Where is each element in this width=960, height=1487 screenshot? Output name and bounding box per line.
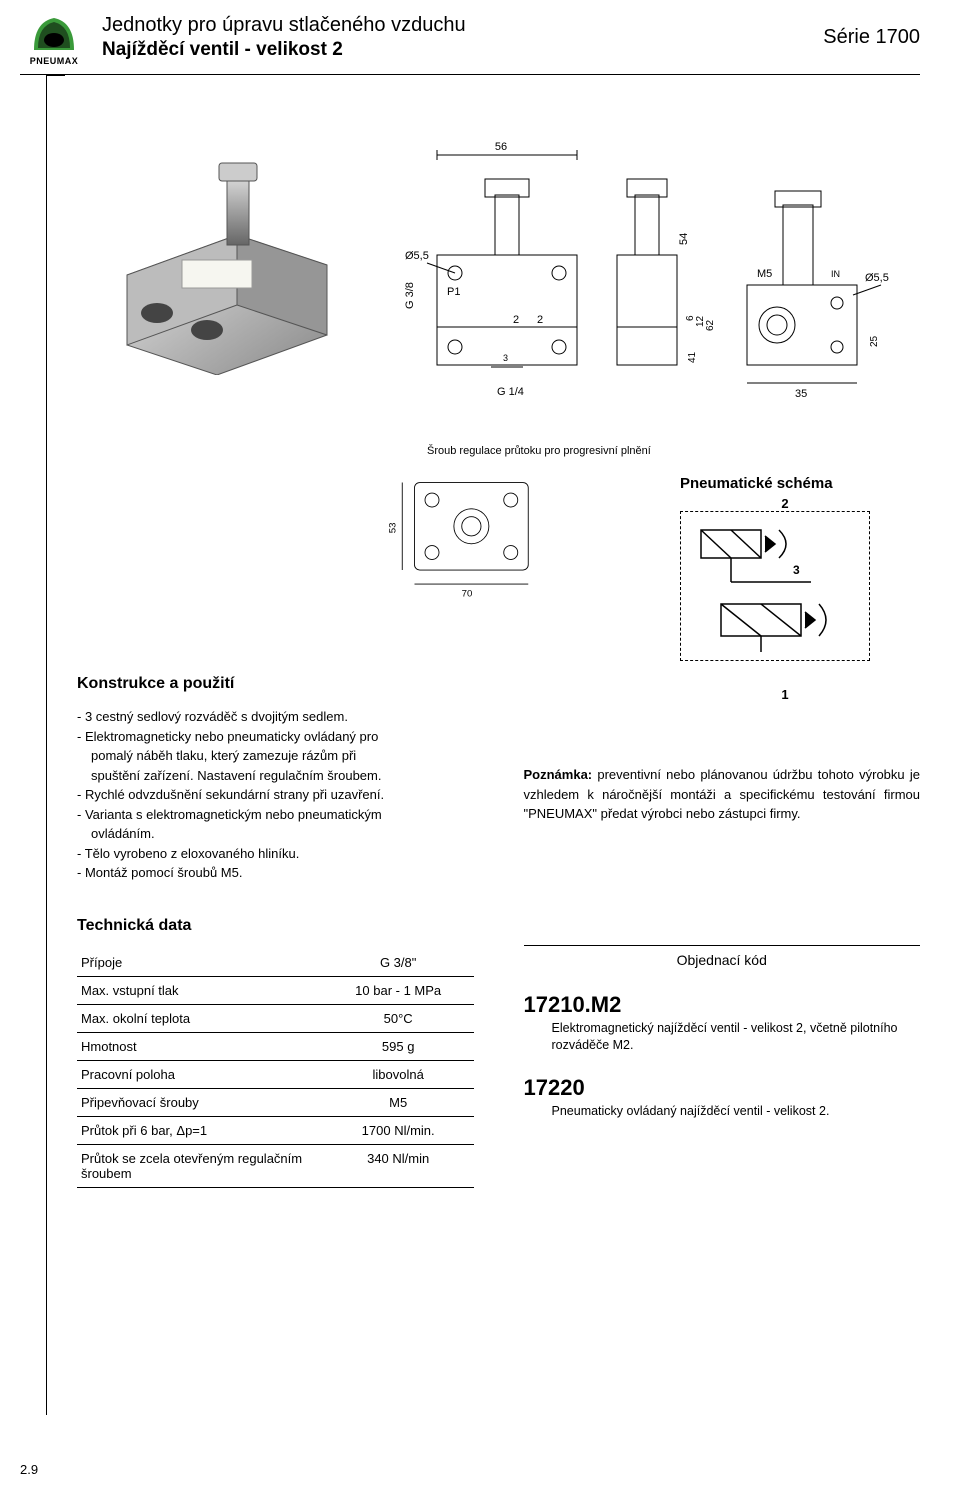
table-row: Hmotnost595 g (77, 1032, 474, 1060)
techdata-key: Max. vstupní tlak (77, 976, 323, 1004)
note-text: Poznámka: preventivní nebo plánovanou úd… (524, 765, 921, 824)
techdata-heading: Technická data (77, 917, 474, 935)
dim-g38: G 3/8 (404, 282, 416, 309)
techdata-value: 1700 Nl/min. (323, 1116, 474, 1144)
order-item: 17210.M2Elektromagnetický najížděcí vent… (524, 992, 921, 1055)
dim-d55b: Ø5,5 (865, 272, 889, 284)
pneumax-leaf-icon (32, 14, 76, 54)
dim-d55a: Ø5,5 (405, 250, 429, 262)
dim-2: 2 (513, 314, 519, 326)
dim-54: 54 (678, 233, 690, 245)
table-row: Pracovní polohalibovolná (77, 1060, 474, 1088)
dim-62: 62 (705, 319, 716, 331)
construction-line: ovládáním. (77, 824, 474, 844)
order-desc: Elektromagnetický najížděcí ventil - vel… (524, 1020, 921, 1055)
dim-56: 56 (495, 141, 507, 153)
note-col: Poznámka: preventivní nebo plánovanou úd… (524, 675, 921, 883)
page-header: PNEUMAX Jednotky pro úpravu stlačeného v… (20, 10, 920, 70)
techdata-key: Hmotnost (77, 1032, 323, 1060)
construction-line: - Rychlé odvzdušnění sekundární strany p… (77, 785, 474, 805)
pneumatic-schema: Pneumatické schéma 2 (680, 475, 890, 702)
order-desc: Pneumaticky ovládaný najížděcí ventil - … (524, 1103, 921, 1121)
construction-row: Konstrukce a použití - 3 cestný sedlový … (77, 675, 920, 883)
content-frame: P1 2 2 3 56 G 3/8 Ø5,5 G 1/4 (46, 75, 920, 1415)
table-row: Připevňovací šroubyM5 (77, 1088, 474, 1116)
brand-name: PNEUMAX (30, 56, 79, 66)
table-row: Průtok při 6 bar, Δp=11700 Nl/min. (77, 1116, 474, 1144)
schema-symbol: 3 (681, 512, 871, 662)
construction-line: - 3 cestný sedlový rozváděč s dvojitým s… (77, 707, 474, 727)
table-row: PřípojeG 3/8" (77, 949, 474, 977)
construction-line: - Tělo vyrobeno z eloxovaného hliníku. (77, 844, 474, 864)
schema-port-3: 3 (793, 563, 800, 577)
construction-line: - Elektromagneticky nebo pneumaticky ovl… (77, 727, 474, 747)
order-code: 17220 (524, 1075, 921, 1101)
order-col: Objednací kód 17210.M2Elektromagnetický … (524, 917, 921, 1188)
table-row: Max. vstupní tlak10 bar - 1 MPa (77, 976, 474, 1004)
construction-line: spuštění zařízení. Nastavení regulačním … (77, 766, 474, 786)
construction-heading: Konstrukce a použití (77, 675, 474, 693)
dim-25: 25 (869, 335, 880, 347)
techdata-value: 50°C (323, 1004, 474, 1032)
header-titles: Jednotky pro úpravu stlačeného vzduchu N… (102, 10, 809, 61)
order-item: 17220 Pneumaticky ovládaný najížděcí vent… (524, 1075, 921, 1121)
techdata-key: Přípoje (77, 949, 323, 977)
progressive-screw-label: Šroub regulace průtoku pro progresivní p… (427, 445, 651, 457)
schema-port-2: 2 (680, 496, 890, 511)
order-divider (524, 945, 921, 946)
techdata-value: 595 g (323, 1032, 474, 1060)
techdata-value: M5 (323, 1088, 474, 1116)
schema-title: Pneumatické schéma (680, 475, 890, 492)
construction-line: - Varianta s elektromagnetickým nebo pne… (77, 805, 474, 825)
dim-m5: M5 (757, 268, 772, 280)
techdata-row: Technická data PřípojeG 3/8"Max. vstupní… (77, 917, 920, 1188)
techdata-key: Pracovní poloha (77, 1060, 323, 1088)
order-heading: Objednací kód (524, 952, 921, 968)
dim-g14: G 1/4 (497, 386, 524, 398)
product-photo (87, 155, 347, 375)
techdata-value: libovolná (323, 1060, 474, 1088)
techdata-key: Připevňovací šrouby (77, 1088, 323, 1116)
technical-drawing: P1 2 2 3 56 G 3/8 Ø5,5 G 1/4 (377, 95, 907, 435)
drawing-area: P1 2 2 3 56 G 3/8 Ø5,5 G 1/4 (77, 95, 920, 655)
techdata-value: 10 bar - 1 MPa (323, 976, 474, 1004)
dim-35: 35 (795, 388, 807, 400)
dim-p1: P1 (447, 286, 460, 298)
techdata-key: Max. okolní teplota (77, 1004, 323, 1032)
brand-logo: PNEUMAX (20, 10, 88, 70)
doc-title: Jednotky pro úpravu stlačeného vzduchu (102, 14, 809, 37)
techdata-col: Technická data PřípojeG 3/8"Max. vstupní… (77, 917, 474, 1188)
dim-41: 41 (687, 351, 698, 363)
techdata-table: PřípojeG 3/8"Max. vstupní tlak10 bar - 1… (77, 949, 474, 1188)
table-row: Max. okolní teplota50°C (77, 1004, 474, 1032)
dim-2b: 2 (537, 314, 543, 326)
dim-70: 70 (462, 588, 473, 599)
techdata-key: Průtok se zcela otevřeným regulačním šro… (77, 1144, 323, 1187)
dim-53: 53 (387, 523, 398, 534)
construction-line: - Montáž pomocí šroubů M5. (77, 863, 474, 883)
bottom-view-drawing: 53 70 (377, 465, 557, 605)
page-number: 2.9 (20, 1462, 38, 1477)
dim-3: 3 (503, 353, 508, 363)
techdata-key: Průtok při 6 bar, Δp=1 (77, 1116, 323, 1144)
techdata-value: 340 Nl/min (323, 1144, 474, 1187)
order-code: 17210.M2 (524, 992, 921, 1018)
doc-subtitle: Najížděcí ventil - velikost 2 (102, 39, 809, 61)
series-label: Série 1700 (823, 10, 920, 49)
table-row: Průtok se zcela otevřeným regulačním šro… (77, 1144, 474, 1187)
construction-line: pomalý náběh tlaku, který zamezuje rázům… (77, 746, 474, 766)
schema-port-1: 1 (680, 687, 890, 702)
dim-in: IN (831, 269, 840, 279)
construction-list: - 3 cestný sedlový rozváděč s dvojitým s… (77, 707, 474, 883)
techdata-value: G 3/8" (323, 949, 474, 977)
construction-col: Konstrukce a použití - 3 cestný sedlový … (77, 675, 474, 883)
